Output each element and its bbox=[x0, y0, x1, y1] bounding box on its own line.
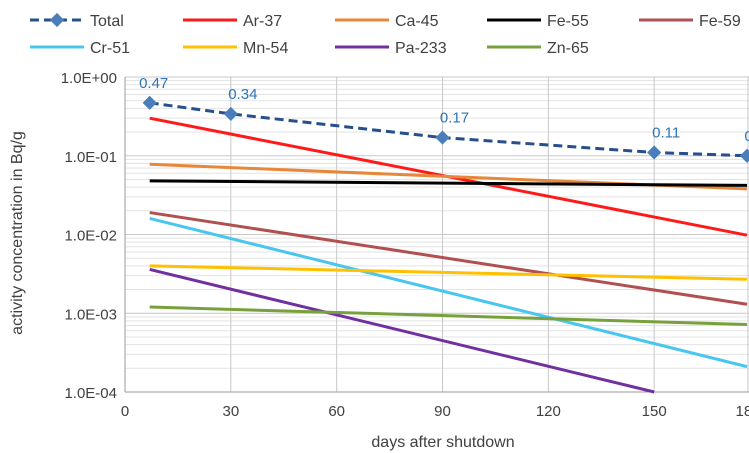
series-line-cr-51 bbox=[149, 216, 748, 369]
data-point-marker bbox=[223, 106, 238, 121]
axes: 1.0E-04 1.0E-03 1.0E-02 1.0E-01 1.0E+00 0 30 60… bbox=[61, 70, 749, 420]
series-line-fe-59 bbox=[149, 211, 748, 306]
legend: Total Ar-37 Ca-45 Fe-55 Fe-59 Cr-51 Mn-54 Pa-23… bbox=[30, 12, 741, 57]
y-tick-label: 1.0E-01 bbox=[64, 149, 117, 166]
legend-label: Ar-37 bbox=[243, 13, 282, 30]
series-layer bbox=[142, 95, 749, 394]
legend-label: Mn-54 bbox=[243, 40, 288, 57]
data-labels: 0.47 0.34 0.17 0.11 0.10 bbox=[139, 75, 749, 145]
y-tick-label: 1.0E-02 bbox=[64, 228, 117, 245]
series-line-zn-65 bbox=[149, 305, 748, 326]
x-tick-label: 90 bbox=[434, 403, 451, 420]
x-tick-label: 0 bbox=[121, 403, 129, 420]
series-line-pa-233 bbox=[149, 267, 655, 394]
data-point-marker bbox=[739, 148, 749, 163]
data-point-marker bbox=[142, 95, 157, 110]
series-line-fe-55 bbox=[149, 179, 748, 187]
x-axis-title: days after shutdown bbox=[371, 434, 514, 451]
legend-label: Total bbox=[90, 13, 124, 30]
data-point-marker bbox=[435, 130, 450, 145]
y-tick-label: 1.0E-04 bbox=[64, 385, 117, 402]
data-point-marker bbox=[647, 145, 662, 160]
legend-label: Fe-55 bbox=[547, 13, 589, 30]
x-tick-label: 30 bbox=[222, 403, 239, 420]
series-line-mn-54 bbox=[149, 264, 748, 281]
grid bbox=[124, 76, 749, 393]
y-tick-label: 1.0E-03 bbox=[64, 306, 117, 323]
y-axis-title: activity concentration in Bq/g bbox=[9, 131, 26, 335]
data-label: 0.11 bbox=[652, 124, 680, 141]
data-label: 0.47 bbox=[139, 75, 168, 92]
x-tick-label: 150 bbox=[642, 403, 667, 420]
data-label: 0.17 bbox=[440, 110, 469, 127]
legend-label: Zn-65 bbox=[547, 40, 589, 57]
legend-label: Pa-233 bbox=[395, 40, 447, 57]
legend-label: Ca-45 bbox=[395, 13, 439, 30]
legend-label: Fe-59 bbox=[699, 13, 741, 30]
x-tick-label: 120 bbox=[536, 403, 561, 420]
legend-marker bbox=[49, 12, 65, 28]
data-label: 0.34 bbox=[228, 86, 257, 103]
y-tick-label: 1.0E+00 bbox=[61, 70, 117, 87]
x-tick-label: 180 bbox=[735, 403, 749, 420]
data-label: 0.10 bbox=[744, 128, 749, 145]
legend-label: Cr-51 bbox=[90, 40, 130, 57]
x-tick-label: 60 bbox=[328, 403, 345, 420]
